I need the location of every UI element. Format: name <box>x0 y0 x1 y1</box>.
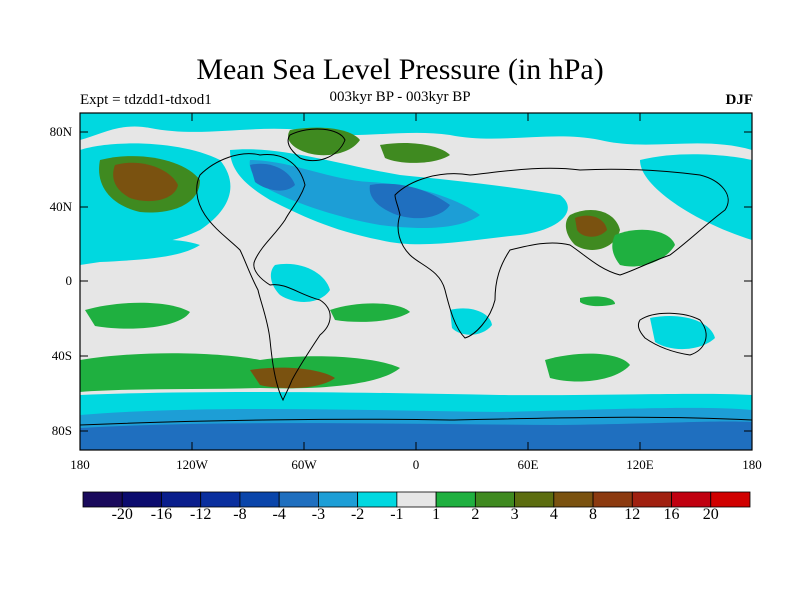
canada-deep <box>250 163 295 191</box>
lat-label-80s: 80S <box>51 423 72 438</box>
lon-ticks <box>191 113 641 450</box>
lon-label-180w: 180 <box>70 457 90 472</box>
south-indian-positive <box>545 353 630 382</box>
lat-label-80n: 80N <box>49 124 72 139</box>
colorbar-label: -3 <box>311 506 326 523</box>
colorbar-label: 1 <box>432 506 441 523</box>
indian-ocean-positive <box>580 296 615 307</box>
colorbar-swatch <box>671 491 712 508</box>
colorbar-label: 20 <box>702 506 719 523</box>
colorbar-label: 16 <box>663 506 680 523</box>
australia-coast <box>637 312 707 356</box>
north-atlantic-positive <box>380 143 450 163</box>
colorbar-label: 8 <box>589 506 598 523</box>
colorbar-swatch <box>161 491 202 508</box>
colorbar-label: -16 <box>150 506 173 523</box>
colorbar-label: 2 <box>471 506 480 523</box>
lat-label-40n: 40N <box>49 199 72 214</box>
east-asia-positive <box>612 229 675 267</box>
colorbar-swatch <box>278 491 319 508</box>
colorbar-swatch <box>121 491 162 508</box>
colorbar-swatch <box>82 491 123 508</box>
colorbar-label: -2 <box>350 506 365 523</box>
antarctic-deep <box>80 421 752 450</box>
south-america-negative <box>270 263 330 302</box>
colorbar-swatch <box>239 491 280 508</box>
lon-label-0: 0 <box>412 457 420 472</box>
lat-label-0: 0 <box>65 273 73 288</box>
lon-label-120w: 120W <box>176 457 208 472</box>
lon-label-60e: 60E <box>517 457 539 472</box>
colorbar-swatch <box>474 491 515 508</box>
colorbar-label: -4 <box>272 506 286 523</box>
colorbar-swatch <box>200 491 241 508</box>
northwest-pacific-negative <box>640 154 752 240</box>
south-atlantic-positive <box>330 303 410 322</box>
colorbar-swatch <box>318 491 359 508</box>
south-america-high <box>250 367 335 389</box>
colorbar-label: 4 <box>549 506 558 523</box>
lon-label-180e: 180 <box>742 457 762 472</box>
colorbar-swatch <box>553 491 594 508</box>
colorbar-swatch <box>514 491 555 508</box>
tropical-pacific-negative <box>80 239 200 265</box>
colorbar-swatch <box>357 491 398 508</box>
colorbar-label: 3 <box>510 506 519 523</box>
colorbar-swatch <box>396 491 437 508</box>
north-atlantic-deep <box>369 183 450 219</box>
lat-label-40s: 40S <box>51 348 72 363</box>
lon-label-60w: 60W <box>291 457 317 472</box>
antarctica-coast <box>80 416 752 426</box>
colorbar-swatch <box>435 491 476 508</box>
colorbar-label: -12 <box>190 506 212 523</box>
australia-negative <box>650 316 715 350</box>
arctic-negative-band <box>80 113 752 150</box>
colorbar-label: -8 <box>233 506 247 523</box>
colorbar-label: -20 <box>111 506 133 523</box>
pressure-field <box>80 113 752 450</box>
colorbar-label: -1 <box>390 506 404 523</box>
experiment-label: Expt = tdzdd1-tdxod1 <box>80 92 212 108</box>
colorbar-swatch <box>710 491 751 508</box>
coastlines <box>80 128 752 426</box>
colorbar-swatch <box>631 491 672 508</box>
period-label: 003kyr BP - 003kyr BP <box>329 89 471 105</box>
alaska-high <box>113 162 178 202</box>
lon-label-120e: 120E <box>626 457 654 472</box>
lat-ticks <box>80 131 752 432</box>
south-africa-negative <box>450 308 492 335</box>
eurasia-africa-coast <box>394 167 729 339</box>
americas-coast <box>196 153 331 402</box>
tibet-high <box>575 215 607 237</box>
colorbar <box>82 491 751 508</box>
greenland-coast <box>287 128 346 162</box>
colorbar-label: 12 <box>624 506 641 523</box>
south-pacific-positive <box>85 302 190 329</box>
colorbar-swatch <box>592 491 633 508</box>
season-label: DJF <box>725 92 754 108</box>
greenland-positive <box>288 127 360 156</box>
chart-title: Mean Sea Level Pressure (in hPa) <box>196 53 604 86</box>
